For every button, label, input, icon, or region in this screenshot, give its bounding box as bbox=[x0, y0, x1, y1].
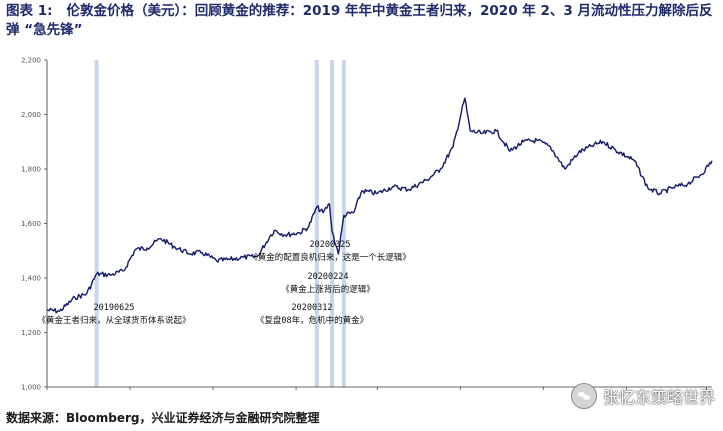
chart-title: 图表 1: 伦敦金价格（美元）：回顾黄金的推荐：2019 年年中黄金王者归来，20… bbox=[6, 2, 718, 40]
report-band-20190625 bbox=[94, 60, 99, 387]
y-tick-label: 2,000 bbox=[21, 111, 41, 119]
source-note: 数据来源：Bloomberg，兴业证券经济与金融研究院整理 bbox=[6, 411, 320, 425]
title-text: 伦敦金价格（美元）：回顾黄金的推荐：2019 年年中黄金王者归来，2020 年 … bbox=[6, 3, 713, 38]
y-tick-label: 1,200 bbox=[21, 329, 41, 337]
figure-label: 图表 1: bbox=[6, 3, 53, 19]
annotation-title-20200312: 《复盘08年，危机中的黄金》 bbox=[256, 315, 368, 326]
annotation-date-20200312: 20200312 bbox=[292, 303, 333, 313]
annotation-date-20190625: 20190625 bbox=[94, 303, 135, 313]
watermark-text: 张忆东策略世界 bbox=[602, 388, 715, 407]
annotation-title-20200325: 《黄金的配置良机归来，这是一个长逻辑》 bbox=[249, 252, 411, 263]
annotation-title-20190625: 《黄金王者归来，从全球货币体系说起》 bbox=[37, 315, 190, 326]
gold-price-line bbox=[47, 97, 713, 314]
report-band-20200312 bbox=[330, 60, 335, 387]
annotation-date-20200325: 20200325 bbox=[310, 240, 351, 250]
watermark: 张忆东策略世界 bbox=[570, 383, 715, 409]
annotation-title-20200224: 《黄金上涨背后的逻辑》 bbox=[281, 284, 375, 295]
y-tick-label: 1,800 bbox=[21, 166, 41, 174]
y-tick-label: 2,200 bbox=[21, 57, 41, 65]
report-band-20200224 bbox=[314, 60, 319, 387]
y-tick-label: 1,000 bbox=[21, 384, 41, 392]
wechat-icon bbox=[570, 383, 597, 409]
gold-price-chart: 1,0001,2001,4001,6001,8002,0002,2002019-… bbox=[21, 57, 713, 392]
report-band-20200325 bbox=[341, 60, 346, 387]
y-tick-label: 1,400 bbox=[21, 275, 41, 283]
y-tick-label: 1,600 bbox=[21, 220, 41, 228]
annotation-date-20200224: 20200224 bbox=[308, 272, 349, 282]
